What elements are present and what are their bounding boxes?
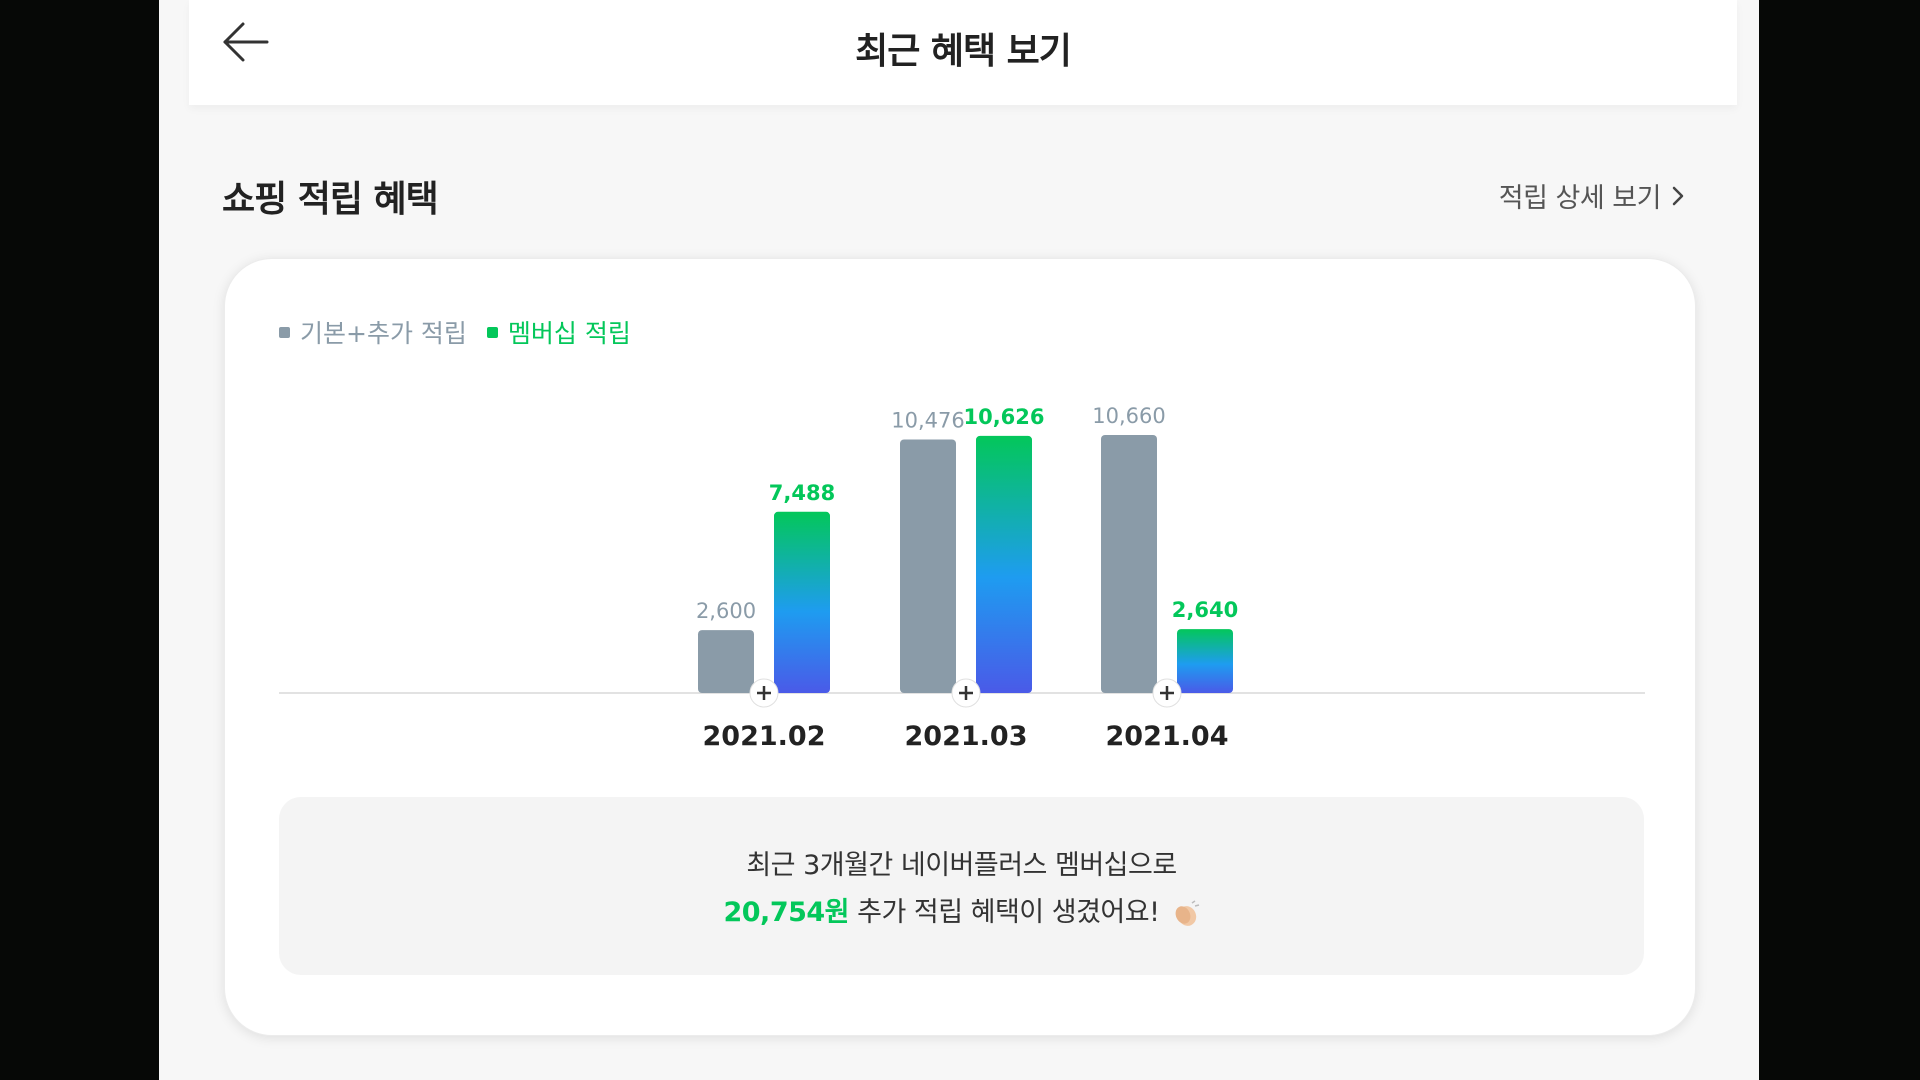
bar-membership-2021.04 [1177,629,1233,693]
bar-base-2021.03 [900,439,956,693]
value-label-membership-2021.02: 7,488 [769,481,835,505]
page-title: 최근 혜택 보기 [855,31,1072,72]
x-tick-label-2021.03: 2021.03 [905,721,1028,752]
detail-link[interactable]: 적립 상세 보기 [1499,176,1685,215]
bar-base-2021.02 [698,630,754,693]
bar-membership-2021.02 [774,511,830,693]
arrow-left-icon [223,22,269,62]
chart-legend: 기본+추가 적립 멤버십 적립 [279,314,631,350]
summary-line-2: 20,754원 추가 적립 혜택이 생겼어요! [723,890,1199,929]
summary-amount: 20,754원 [723,897,850,928]
bar-base-2021.04 [1101,435,1157,693]
legend-swatch-membership [486,326,498,338]
legend-label-membership: 멤버십 적립 [507,319,631,348]
app-screen: 최근 혜택 보기 쇼핑 적립 혜택 적립 상세 보기 기본+추가 적립 멤버십 … [159,0,1759,1080]
legend-item-membership: 멤버십 적립 [486,314,631,350]
x-tick-label-2021.04: 2021.04 [1106,721,1229,752]
summary-line-2-text: 추가 적립 혜택이 생겼어요! [849,897,1160,928]
summary-box: 최근 3개월간 네이버플러스 멤버십으로 20,754원 추가 적립 혜택이 생… [279,797,1644,975]
value-label-base-2021.03: 10,476 [891,408,964,432]
bar-membership-2021.03 [976,435,1032,693]
legend-swatch-base [279,326,290,338]
value-label-membership-2021.04: 2,640 [1172,598,1238,622]
clapping-hands-icon [1175,899,1199,926]
value-label-base-2021.04: 10,660 [1092,404,1165,428]
back-button[interactable] [217,14,273,70]
summary-line-1: 최근 3개월간 네이버플러스 멤버십으로 [746,850,1177,881]
section-title: 쇼핑 적립 혜택 [222,179,439,220]
x-tick-label-2021.02: 2021.02 [703,721,826,752]
benefit-card: 기본+추가 적립 멤버십 적립 2,600 7,488 2021.02 10,476 1… [224,258,1696,1036]
value-label-membership-2021.03: 10,626 [963,405,1044,429]
value-label-base-2021.02: 2,600 [696,599,756,623]
chevron-right-icon [1672,186,1684,205]
header: 최근 혜택 보기 [189,0,1737,105]
legend-label-base: 기본+추가 적립 [300,319,467,348]
detail-link-label: 적립 상세 보기 [1498,183,1662,214]
legend-item-base: 기본+추가 적립 [279,314,467,350]
